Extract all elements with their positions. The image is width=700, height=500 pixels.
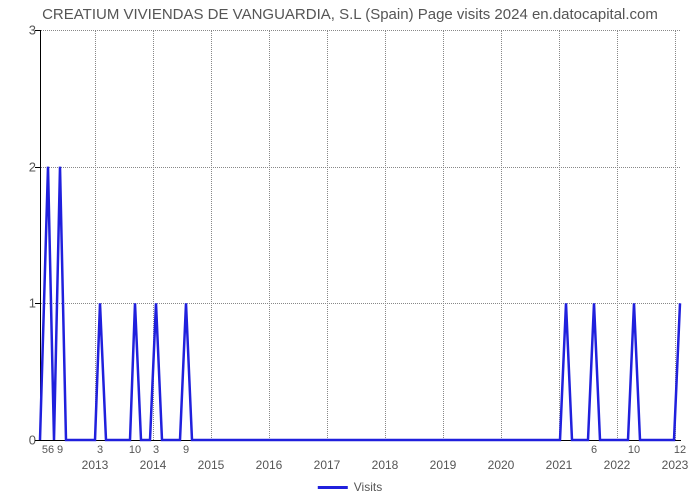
chart-title: CREATIUM VIVIENDAS DE VANGUARDIA, S.L (S…: [0, 0, 700, 23]
data-point-label: 9: [183, 444, 189, 456]
x-year-label: 2018: [372, 458, 399, 472]
chart-container: CREATIUM VIVIENDAS DE VANGUARDIA, S.L (S…: [0, 0, 700, 500]
x-year-label: 2022: [604, 458, 631, 472]
data-point-label: 3: [153, 444, 159, 456]
x-year-label: 2020: [488, 458, 515, 472]
data-point-label: 10: [129, 444, 141, 456]
x-year-label: 2013: [82, 458, 109, 472]
data-point-label: 56: [42, 444, 54, 456]
x-year-label: 2021: [546, 458, 573, 472]
line-chart-svg: [40, 30, 680, 440]
data-point-label: 10: [628, 444, 640, 456]
x-year-label: 2014: [140, 458, 167, 472]
x-year-label: 2023: [662, 458, 689, 472]
data-point-label: 12: [674, 444, 686, 456]
legend-swatch: [318, 486, 348, 489]
data-point-label: 3: [97, 444, 103, 456]
visits-line: [40, 167, 680, 440]
data-point-label: 9: [57, 444, 63, 456]
x-year-label: 2019: [430, 458, 457, 472]
data-point-label: 6: [591, 444, 597, 456]
legend-label: Visits: [354, 480, 382, 494]
legend: Visits: [318, 480, 382, 494]
x-year-label: 2015: [198, 458, 225, 472]
x-year-label: 2017: [314, 458, 341, 472]
x-year-label: 2016: [256, 458, 283, 472]
